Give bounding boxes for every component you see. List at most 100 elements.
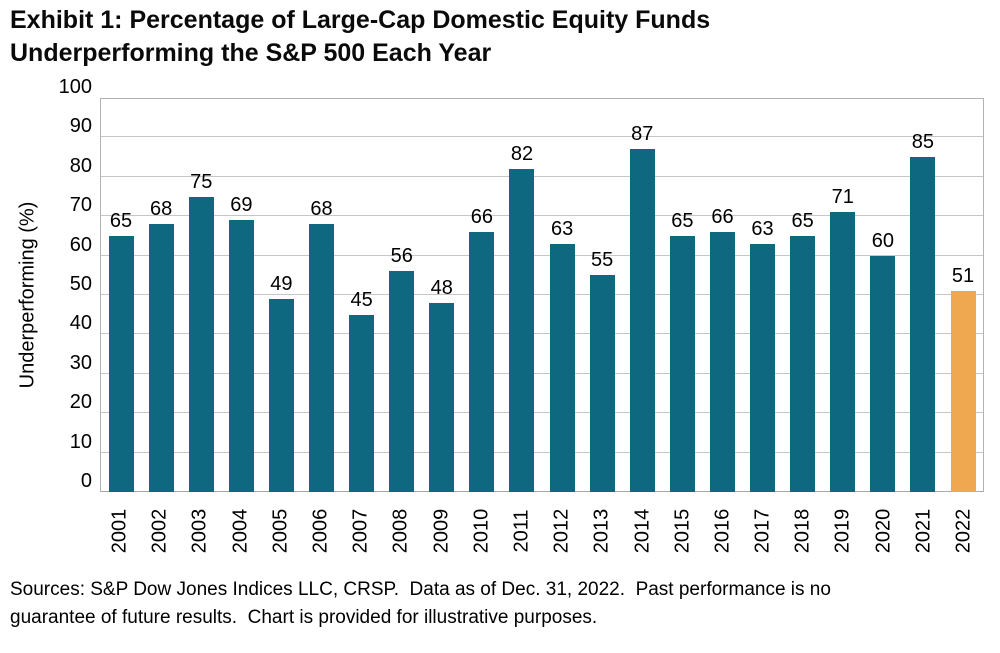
y-axis-tick-labels: 0 10 20 30 40 50 60 70 80 90 100 [0,76,92,492]
bar-value-label: 55 [591,249,614,272]
x-tick-label: 2007 [349,508,372,554]
bar-2011 [509,168,535,492]
bar-column: 60 [863,99,903,492]
y-tick-label: 90 [69,115,92,138]
y-tick-label: 50 [69,273,92,295]
bar-2013 [589,275,615,492]
bar-column: 65 [662,99,702,492]
x-tick-label: 2018 [791,508,814,554]
bar-2015 [669,235,695,492]
y-tick-label: 70 [69,194,92,217]
bar-value-label: 75 [190,170,213,193]
bar-value-label: 66 [470,205,494,228]
bar-2008 [389,271,415,492]
x-axis-tick-labels: 2001 2002 2003 2004 2005 2006 2007 2008 2009 2010… [100,496,984,566]
x-tick-label: 2022 [952,508,975,554]
bar-2006 [309,224,335,492]
bar-column: 71 [823,99,863,492]
chart-title: Exhibit 1: Percentage of Large-Cap Domes… [10,6,711,67]
x-tick-label: 2005 [269,508,292,554]
x-tick-label: 2011 [510,509,533,553]
bar-2002 [148,224,174,492]
bar-2009 [429,302,455,492]
gridline [101,372,983,374]
gridline [101,175,983,177]
y-tick-label: 30 [69,351,92,374]
y-tick-label: 40 [69,312,92,335]
x-tick-label: 2001 [108,508,131,554]
x-tick-label: 2009 [430,508,453,554]
x-tick-label: 2012 [550,508,573,554]
bar-column: 65 [101,99,141,492]
bar-value-label: 65 [109,209,133,232]
x-tick-label: 2020 [872,508,895,554]
bar-value-label: 49 [270,272,293,295]
bar-value-label: 71 [831,186,854,209]
bar-column: 82 [502,99,542,492]
bar-column: 51 [943,99,983,492]
x-tick-label: 2014 [631,508,654,554]
bar-column: 45 [342,99,382,492]
bar-column: 66 [462,99,502,492]
bar-column: 55 [582,99,622,492]
bar-2016 [709,231,735,492]
gridline [101,294,983,295]
bar-2001 [108,235,134,492]
bar-2022 [950,291,976,492]
bar-column: 56 [382,99,422,492]
x-tick-label: 2013 [590,508,613,554]
bar-value-label: 87 [631,123,654,146]
x-tick-label: 2002 [148,508,171,554]
bar-series: 65 68 75 69 49 68 45 56 48 66 82 63 55 87 65 66 63 65 71 60… [101,99,983,492]
bar-2005 [268,298,294,492]
bar-column: 49 [261,99,301,492]
x-tick-label: 2003 [188,508,211,554]
bar-value-label: 51 [951,265,975,288]
bar-2020 [870,255,896,492]
gridline [101,136,983,138]
gridline [101,333,983,335]
x-tick-label: 2010 [470,508,493,554]
bar-column: 69 [221,99,261,492]
bar-2003 [188,196,214,492]
bar-value-label: 65 [671,209,694,232]
bar-2007 [349,314,375,492]
bar-value-label: 66 [711,205,734,228]
bar-value-label: 45 [350,288,373,311]
bar-2010 [469,231,495,492]
bar-value-label: 69 [230,194,253,217]
bar-column: 63 [743,99,783,492]
y-tick-label: 0 [80,470,92,492]
bar-2021 [910,157,936,492]
bar-2014 [629,149,655,492]
source-note: Sources: S&P Dow Jones Indices LLC, CRSP… [10,579,831,628]
x-tick-label: 2004 [229,508,252,554]
x-tick-label: 2016 [711,508,734,554]
gridline [101,412,983,414]
bar-value-label: 65 [791,209,814,232]
gridline [101,491,983,492]
plot-area: 65 68 75 69 49 68 45 56 48 66 82 63 55 87 65 66 63 65 71 60… [100,98,984,492]
bar-value-label: 63 [550,217,574,240]
x-tick-label: 2006 [309,508,332,554]
bar-value-label: 82 [510,142,534,165]
bar-value-label: 56 [390,245,413,268]
bar-chart: Underperforming (%) 0 10 20 30 40 50 60 70 80 90 1… [0,76,984,566]
bar-2017 [750,243,776,492]
y-tick-label: 10 [69,430,92,453]
bar-value-label: 85 [911,131,935,154]
bar-column: 63 [542,99,582,492]
bar-value-label: 60 [871,229,894,252]
bar-2012 [549,243,575,492]
bar-value-label: 68 [150,198,173,221]
bar-value-label: 68 [310,198,333,221]
bar-column: 48 [422,99,462,492]
bar-column: 87 [622,99,662,492]
bar-column: 65 [783,99,823,492]
x-tick-label: 2015 [671,508,694,554]
y-tick-label: 100 [58,76,92,98]
gridline [101,254,983,256]
y-tick-label: 20 [69,391,92,414]
bar-2019 [830,212,856,492]
